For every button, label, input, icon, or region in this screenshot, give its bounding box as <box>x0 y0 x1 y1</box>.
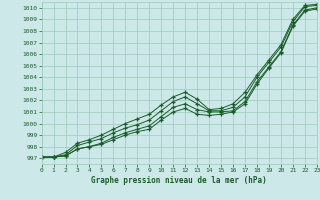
X-axis label: Graphe pression niveau de la mer (hPa): Graphe pression niveau de la mer (hPa) <box>91 176 267 185</box>
